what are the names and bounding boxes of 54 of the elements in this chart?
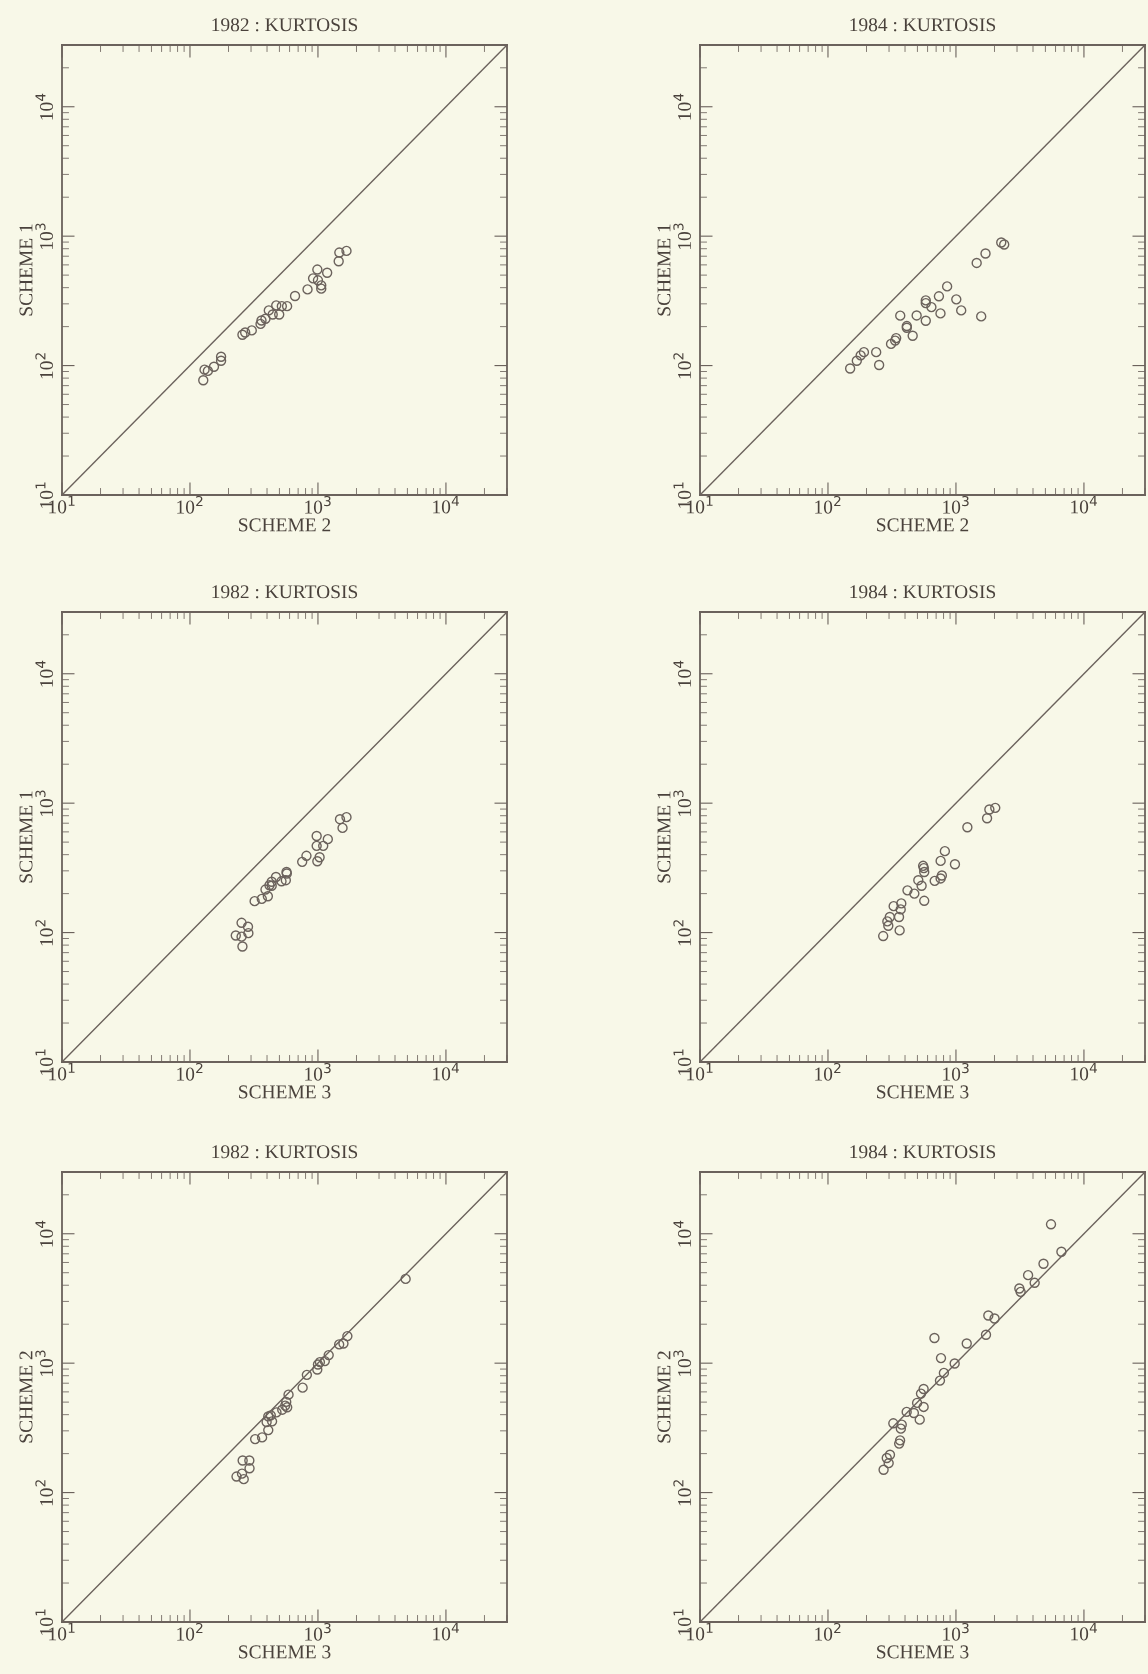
y-axis-title: SCHEME 1 bbox=[657, 791, 671, 883]
y-tick-label: 10$^{2}$ bbox=[35, 1480, 54, 1506]
chart-title: 1982 : KURTOSIS bbox=[212, 585, 358, 599]
y-tick-label: 10$^{2}$ bbox=[673, 1480, 692, 1506]
y-tick-label: 10$^{4}$ bbox=[673, 1220, 692, 1247]
x-tick-label: 10$^{4}$ bbox=[433, 1622, 459, 1641]
x-tick-label: 10$^{4}$ bbox=[1071, 1622, 1097, 1641]
y-axis-title: SCHEME 1 bbox=[657, 224, 671, 316]
y-tick-label: 10$^{3}$ bbox=[35, 1350, 54, 1376]
y-tick-label: 10$^{2}$ bbox=[673, 920, 692, 946]
y-tick-label: 10$^{3}$ bbox=[35, 223, 54, 249]
x-tick-label: 10$^{4}$ bbox=[1071, 1062, 1097, 1081]
x-tick-label: 10$^{2}$ bbox=[815, 495, 841, 514]
x-tick-label: 10$^{3}$ bbox=[305, 495, 331, 514]
y-tick-label: 10$^{4}$ bbox=[673, 93, 692, 120]
y-axis-title: SCHEME 1 bbox=[19, 791, 33, 883]
x-tick-label: 10$^{2}$ bbox=[177, 495, 203, 514]
x-axis-title: SCHEME 3 bbox=[877, 1085, 969, 1099]
y-tick-label: 10$^{3}$ bbox=[673, 1350, 692, 1376]
y-tick-label: 10$^{4}$ bbox=[35, 660, 54, 687]
y-tick-label: 10$^{2}$ bbox=[35, 353, 54, 379]
y-axis-title: SCHEME 1 bbox=[19, 224, 33, 316]
y-axis-title: SCHEME 2 bbox=[657, 1351, 671, 1443]
x-tick-label: 10$^{3}$ bbox=[943, 1622, 969, 1641]
x-tick-label: 10$^{2}$ bbox=[177, 1622, 203, 1641]
chart-title: 1984 : KURTOSIS bbox=[850, 18, 996, 32]
chart-title: 1982 : KURTOSIS bbox=[212, 18, 358, 32]
y-tick-label: 10$^{3}$ bbox=[673, 223, 692, 249]
x-tick-label: 10$^{3}$ bbox=[943, 495, 969, 514]
x-tick-label: 10$^{4}$ bbox=[433, 495, 459, 514]
y-axis-title: SCHEME 2 bbox=[19, 1351, 33, 1443]
x-axis-title: SCHEME 3 bbox=[239, 1085, 331, 1099]
chart-title: 1984 : KURTOSIS bbox=[850, 1145, 996, 1159]
chart-title: 1982 : KURTOSIS bbox=[212, 1145, 358, 1159]
x-tick-label: 10$^{2}$ bbox=[815, 1622, 841, 1641]
chart-title: 1984 : KURTOSIS bbox=[850, 585, 996, 599]
x-tick-label: 10$^{2}$ bbox=[177, 1062, 203, 1081]
y-tick-label: 10$^{3}$ bbox=[35, 790, 54, 816]
x-tick-label: 10$^{4}$ bbox=[433, 1062, 459, 1081]
x-axis-title: SCHEME 3 bbox=[877, 1645, 969, 1659]
y-tick-label: 10$^{4}$ bbox=[35, 93, 54, 120]
x-axis-title: SCHEME 3 bbox=[239, 1645, 331, 1659]
y-tick-label: 10$^{3}$ bbox=[673, 790, 692, 816]
y-tick-label: 10$^{2}$ bbox=[35, 920, 54, 946]
y-tick-label: 10$^{4}$ bbox=[35, 1220, 54, 1247]
x-tick-label: 10$^{3}$ bbox=[305, 1062, 331, 1081]
x-tick-label: 10$^{2}$ bbox=[815, 1062, 841, 1081]
x-axis-title: SCHEME 2 bbox=[877, 518, 969, 532]
y-tick-label: 10$^{2}$ bbox=[673, 353, 692, 379]
y-tick-label: 10$^{4}$ bbox=[673, 660, 692, 687]
x-tick-label: 10$^{4}$ bbox=[1071, 495, 1097, 514]
x-tick-label: 10$^{3}$ bbox=[943, 1062, 969, 1081]
x-axis-title: SCHEME 2 bbox=[239, 518, 331, 532]
x-tick-label: 10$^{3}$ bbox=[305, 1622, 331, 1641]
